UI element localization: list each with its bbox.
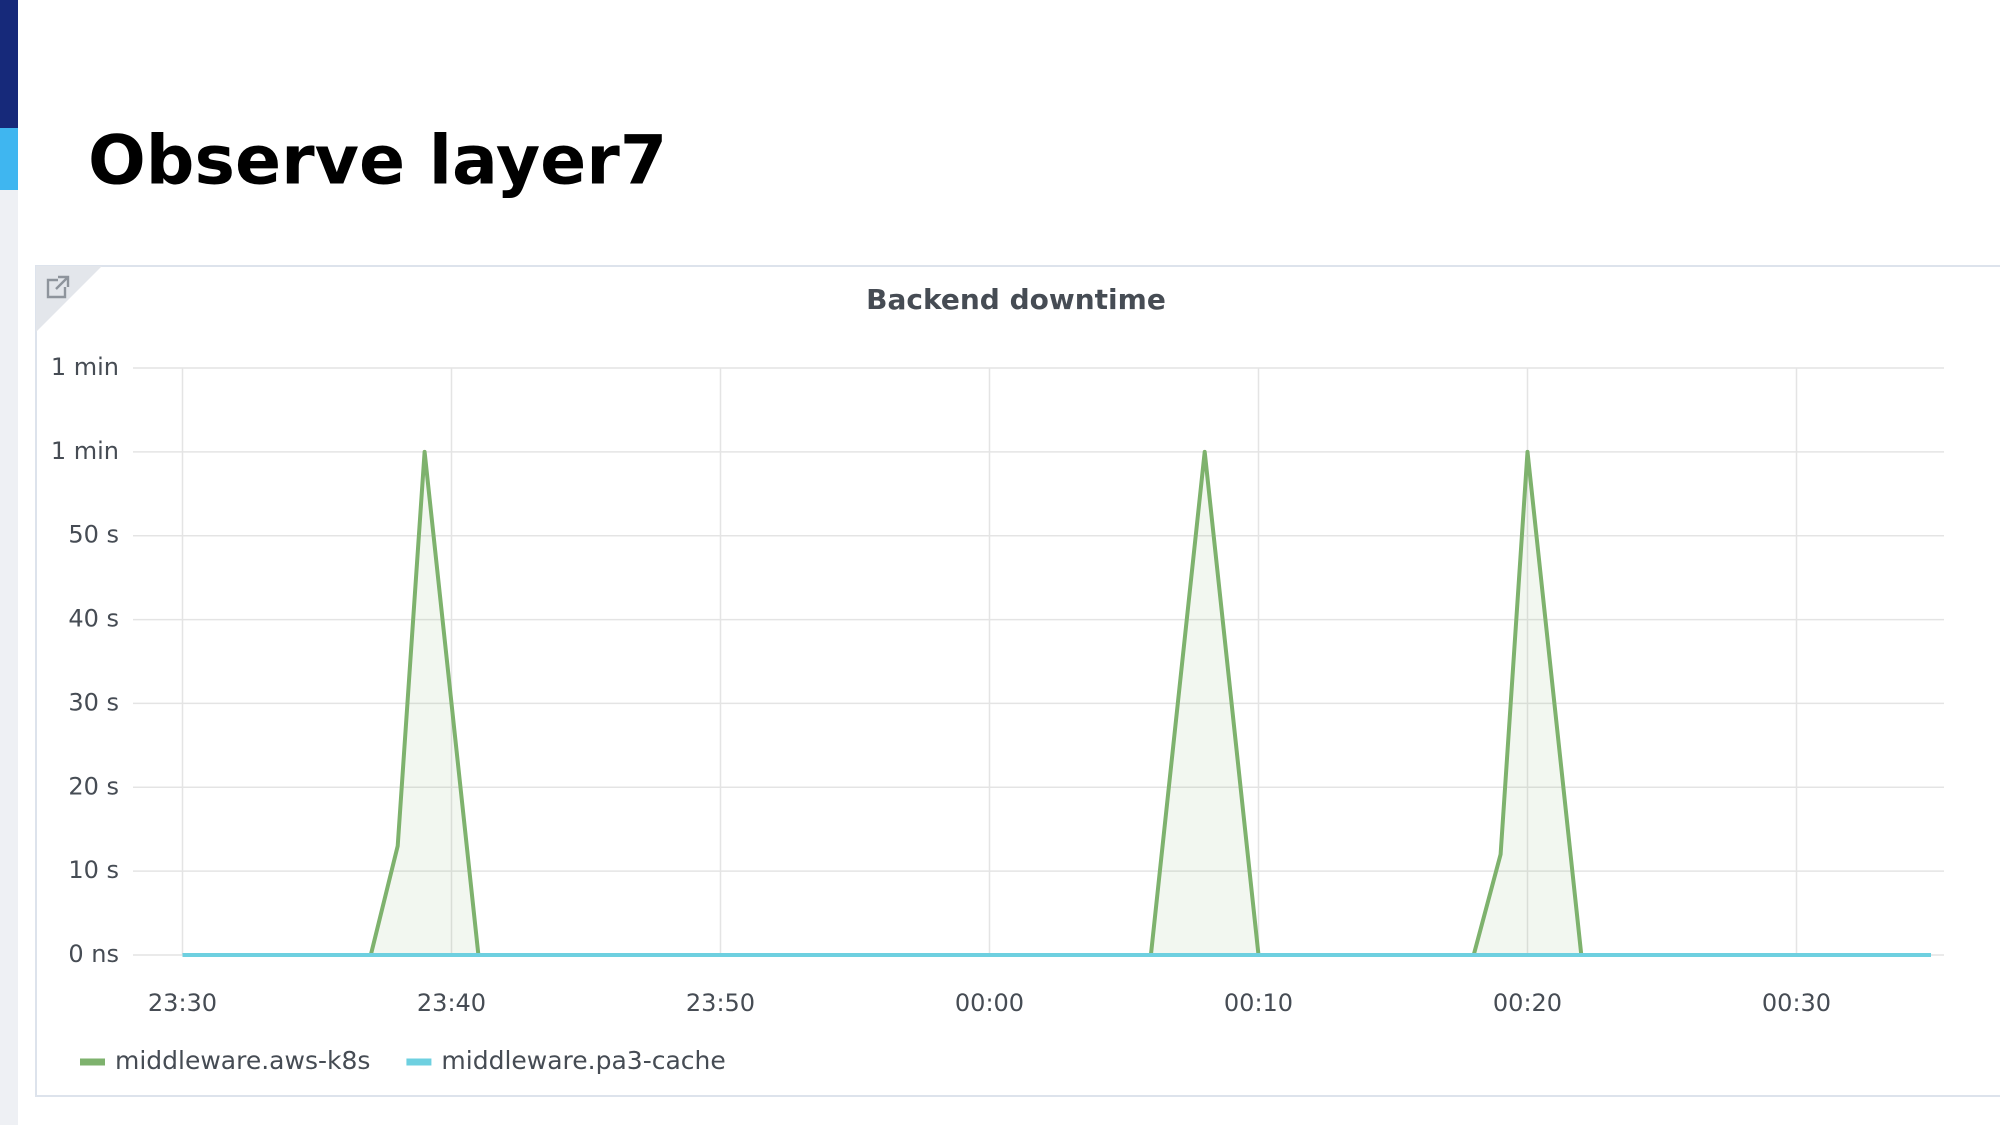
panel (35, 265, 2000, 1097)
panel-corner[interactable] (36, 266, 102, 332)
slide-title: Observe layer7 (88, 122, 667, 201)
y-tick-label: 40 s (68, 605, 119, 633)
legend-label: middleware.pa3-cache (441, 1046, 725, 1075)
y-tick-label: 30 s (68, 688, 119, 716)
series-line (182, 449, 1931, 957)
sidebar (0, 0, 18, 1125)
y-tick-label: 0 ns (68, 940, 119, 968)
x-tick-label: 00:00 (955, 989, 1024, 1017)
panel-title: Backend downtime (866, 283, 1166, 316)
legend-label: middleware.aws-k8s (115, 1046, 370, 1075)
sidebar-accent-dark (0, 0, 18, 128)
x-tick-label: 23:40 (417, 989, 486, 1017)
x-tick-label: 23:30 (148, 989, 217, 1017)
external-link-icon[interactable] (46, 275, 70, 299)
x-tick-label: 23:50 (686, 989, 755, 1017)
y-tick-label: 50 s (68, 521, 119, 549)
y-tick-label: 1 min (51, 353, 119, 381)
x-tick-label: 00:30 (1762, 989, 1831, 1017)
x-tick-label: 00:10 (1224, 989, 1293, 1017)
y-tick-label: 20 s (68, 772, 119, 800)
x-tick-label: 00:20 (1493, 989, 1562, 1017)
y-tick-label: 10 s (68, 856, 119, 884)
sidebar-accent-light (0, 128, 18, 190)
y-tick-label: 1 min (51, 437, 119, 465)
